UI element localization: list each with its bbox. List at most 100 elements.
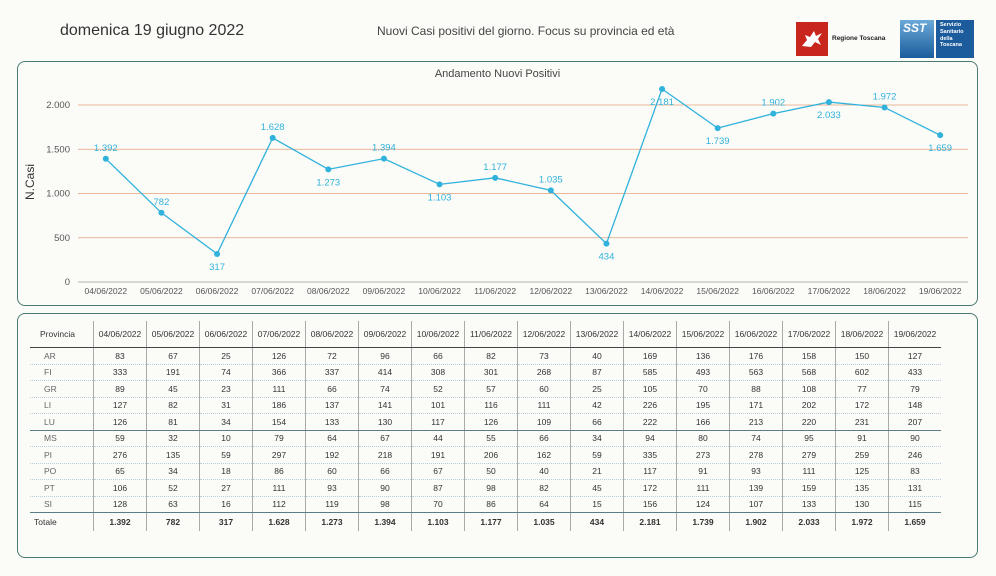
- value-cell: 206: [464, 446, 518, 464]
- y-tick-label: 1.500: [46, 144, 70, 155]
- value-cell: 45: [570, 479, 624, 497]
- value-cell: 220: [782, 413, 836, 431]
- value-cell: 59: [199, 446, 253, 464]
- province-cell: PO: [30, 463, 94, 480]
- value-cell: 218: [358, 446, 412, 464]
- column-header-date: 13/06/2022: [570, 321, 624, 348]
- value-cell: 171: [729, 397, 783, 414]
- data-point: [937, 132, 944, 139]
- value-cell: 125: [835, 463, 889, 480]
- data-label: 1.659: [928, 143, 952, 154]
- table-row: PO 65 34 18 86 60 66 67 50 40 21 117 91 93 111 125 83: [30, 463, 941, 480]
- value-cell: 93: [729, 463, 783, 480]
- series-line: [105, 87, 941, 255]
- value-cell: 98: [358, 496, 412, 513]
- value-cell: 158: [782, 347, 836, 365]
- x-tick-label: 19/06/2022: [919, 286, 962, 296]
- value-cell: 117: [623, 463, 677, 480]
- data-point: [102, 155, 109, 162]
- value-cell: 95: [782, 430, 836, 447]
- value-cell: 111: [252, 479, 306, 497]
- table-row: GR 89 45 23 111 66 74 52 57 60 25 105 70 88 108 77 79: [30, 380, 941, 398]
- value-cell: 52: [411, 380, 465, 398]
- value-cell: 126: [464, 413, 518, 431]
- value-cell: 64: [305, 430, 359, 447]
- table-row: FI 333 191 74 366 337 414 308 301 268 87 585 493 563 5…: [30, 364, 941, 381]
- value-cell: 127: [93, 397, 147, 414]
- x-tick-label: 06/06/2022: [196, 286, 239, 296]
- value-cell: 1.659: [888, 512, 941, 531]
- column-header-date: 04/06/2022: [93, 321, 147, 348]
- value-cell: 222: [623, 413, 677, 431]
- data-label: 434: [599, 252, 615, 263]
- value-cell: 1.177: [464, 512, 518, 531]
- province-cell: Totale: [34, 517, 57, 527]
- x-tick-label: 07/06/2022: [251, 286, 294, 296]
- data-point: [325, 166, 332, 173]
- regione-toscana-logo: Regione Toscana: [796, 22, 885, 56]
- x-tick-label: 13/06/2022: [585, 286, 628, 296]
- province-cell: FI: [30, 364, 94, 381]
- value-cell: 493: [676, 364, 730, 381]
- value-cell: 301: [464, 364, 518, 381]
- value-cell: 60: [305, 463, 359, 480]
- value-cell: 80: [676, 430, 730, 447]
- y-axis-label: N.Casi: [23, 164, 37, 200]
- y-tick-label: 500: [54, 233, 70, 244]
- value-cell: 88: [729, 380, 783, 398]
- value-cell: 40: [570, 347, 624, 365]
- province-cell: SI: [30, 496, 94, 513]
- value-cell: 119: [305, 496, 359, 513]
- value-cell: 40: [517, 463, 571, 480]
- value-cell: 59: [570, 446, 624, 464]
- value-cell: 108: [782, 380, 836, 398]
- x-tick-label: 11/06/2022: [474, 286, 516, 296]
- value-cell: 231: [835, 413, 889, 431]
- value-cell: 169: [623, 347, 677, 365]
- value-cell: 74: [199, 364, 253, 381]
- value-cell: 207: [888, 413, 941, 431]
- y-tick-label: 0: [65, 277, 70, 288]
- value-cell: 136: [676, 347, 730, 365]
- value-cell: 148: [888, 397, 941, 414]
- value-cell: 86: [252, 463, 306, 480]
- value-cell: 42: [570, 397, 624, 414]
- pegasus-emblem-icon: [796, 22, 828, 56]
- value-cell: 226: [623, 397, 677, 414]
- value-cell: 66: [411, 347, 465, 365]
- data-label: 1.628: [261, 122, 285, 133]
- value-cell: 59: [93, 430, 147, 447]
- value-cell: 44: [411, 430, 465, 447]
- sst-mark-icon: SST: [900, 20, 934, 58]
- data-point: [714, 125, 721, 132]
- value-cell: 87: [411, 479, 465, 497]
- data-label: 1.902: [761, 98, 785, 109]
- value-cell: 259: [835, 446, 889, 464]
- x-tick-label: 17/06/2022: [808, 286, 851, 296]
- value-cell: 83: [888, 463, 941, 480]
- value-cell: 154: [252, 413, 306, 431]
- value-cell: 109: [517, 413, 571, 431]
- column-header-date: 15/06/2022: [676, 321, 730, 348]
- value-cell: 25: [570, 380, 624, 398]
- data-point: [547, 187, 554, 194]
- value-cell: 83: [93, 347, 147, 365]
- x-tick-label: 12/06/2022: [530, 286, 573, 296]
- value-cell: 32: [146, 430, 200, 447]
- value-cell: 81: [146, 413, 200, 431]
- value-cell: 156: [623, 496, 677, 513]
- line-chart: 0 500 1.000 1.500 2.000 N.Casi 04/06/2022 05/06…: [23, 85, 968, 296]
- value-cell: 166: [676, 413, 730, 431]
- value-cell: 91: [835, 430, 889, 447]
- value-cell: 82: [146, 397, 200, 414]
- total-row: Totale 1.392 782 317 1.628 1.273 1.394 1.103 1.1…: [30, 512, 941, 531]
- value-cell: 27: [199, 479, 253, 497]
- value-cell: 135: [146, 446, 200, 464]
- sst-full-name: Servizio Sanitario della Toscana: [936, 20, 974, 58]
- table-row: PI 276 135 59 297 192 218 191 206 162 59 335 273 278 2…: [30, 446, 941, 464]
- table-row: AR 83 67 25 126 72 96 66 82 73 40 169 136 176 158 150 12…: [30, 347, 941, 365]
- data-label: 1.392: [94, 143, 118, 154]
- value-cell: 66: [305, 380, 359, 398]
- value-cell: 79: [888, 380, 941, 398]
- value-cell: 70: [411, 496, 465, 513]
